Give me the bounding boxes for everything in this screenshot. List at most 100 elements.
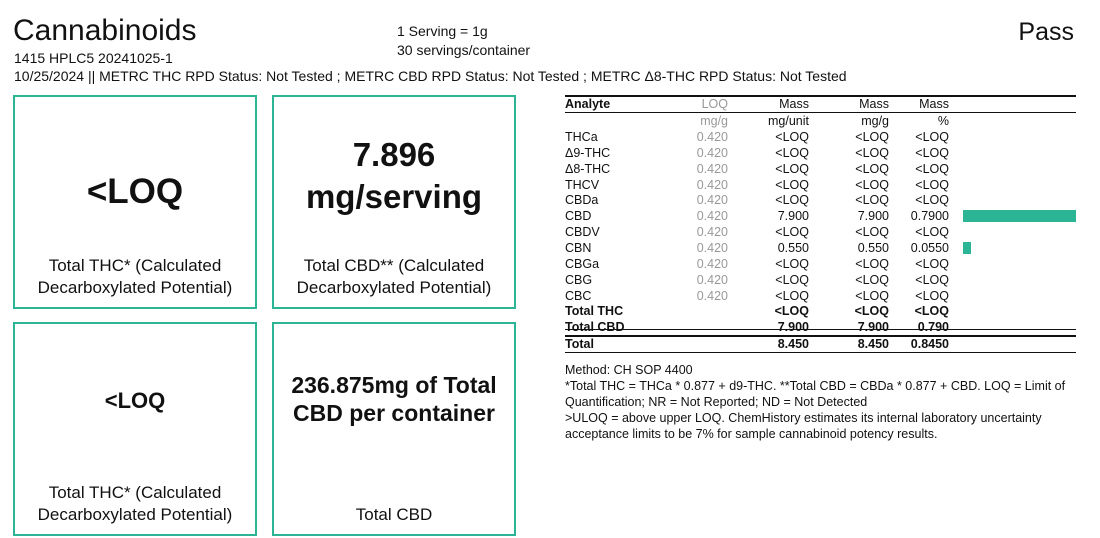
analyte-name: CBN <box>565 240 592 255</box>
analyte-mass-unit: <LOQ <box>775 193 809 208</box>
analyte-loq: 0.420 <box>696 288 728 303</box>
total-thc-card: <LOQ Total THC* (Calculated Decarboxylat… <box>13 95 257 309</box>
analyte-mass-pct: <LOQ <box>915 288 949 303</box>
analyte-loq: 0.420 <box>696 272 728 287</box>
total-row: Total CBD 7.900 7.900 0.790 <box>565 319 1076 335</box>
total-label: Total THC <box>565 304 624 319</box>
analyte-mass-unit: <LOQ <box>775 272 809 287</box>
grand-total-mass-unit: 8.450 <box>777 337 809 351</box>
analyte-loq: 0.420 <box>696 256 728 271</box>
analyte-mass-g: <LOQ <box>855 130 889 144</box>
table-row: CBDa 0.420 <LOQ <LOQ <LOQ <box>565 192 1076 208</box>
analyte-mass-g: <LOQ <box>855 193 889 208</box>
analyte-name: CBGa <box>565 256 600 271</box>
analyte-mass-unit: <LOQ <box>775 225 809 240</box>
analyte-mass-pct: <LOQ <box>915 256 949 271</box>
analyte-mass-pct: <LOQ <box>915 161 949 176</box>
analyte-mass-g: <LOQ <box>855 145 889 160</box>
table-row: THCa 0.420 <LOQ <LOQ <LOQ <box>565 129 1076 145</box>
analyte-mass-pct: <LOQ <box>915 225 949 240</box>
analyte-mass-g: <LOQ <box>855 161 889 176</box>
total-mass-g: <LOQ <box>854 304 889 319</box>
analyte-name: CBDV <box>565 225 600 240</box>
table-row: Δ8-THC 0.420 <LOQ <LOQ <LOQ <box>565 161 1076 177</box>
table-header-row: Analyte LOQ Mass Mass Mass <box>565 96 1076 112</box>
card-caption: Total THC* (Calculated Decarboxylated Po… <box>15 255 255 299</box>
table-row: CBN 0.420 0.550 0.550 0.0550 <box>565 240 1076 256</box>
batch-id: 1415 HPLC5 20241025-1 <box>14 50 173 66</box>
card-caption: Total CBD <box>274 504 514 526</box>
analyte-mass-g: <LOQ <box>855 225 889 240</box>
analyte-name: THCV <box>565 177 600 192</box>
analyte-name: CBDa <box>565 193 599 208</box>
analyte-mass-pct: <LOQ <box>915 177 949 192</box>
analyte-loq: 0.420 <box>696 177 728 192</box>
card-caption-line-2: Decarboxylated Potential) <box>37 278 233 297</box>
card-caption: Total THC* (Calculated Decarboxylated Po… <box>15 482 255 526</box>
formula-line-1: *Total THC = THCa * 0.877 + d9-THC. **To… <box>565 379 1066 393</box>
analyte-loq: 0.420 <box>696 161 728 176</box>
grand-total-mass-pct: 0.8450 <box>910 337 949 351</box>
grand-total-row: Total 8.450 8.450 0.8450 <box>565 336 1076 352</box>
analyte-mass-pct: <LOQ <box>915 130 949 144</box>
unit-mass-g: mg/g <box>861 114 889 128</box>
grand-total-label: Total <box>565 337 594 351</box>
analyte-mass-pct: <LOQ <box>915 272 949 287</box>
percent-bar <box>963 241 971 254</box>
analyte-loq: 0.420 <box>696 240 728 255</box>
table-row: THCV 0.420 <LOQ <LOQ <LOQ <box>565 177 1076 193</box>
analyte-mass-pct: <LOQ <box>915 145 949 160</box>
analyte-name: CBD <box>565 209 592 224</box>
table-row: CBGa 0.420 <LOQ <LOQ <LOQ <box>565 256 1076 272</box>
analyte-mass-unit: <LOQ <box>775 177 809 192</box>
header-mass-unit: Mass <box>779 97 809 111</box>
analyte-mass-g: <LOQ <box>855 177 889 192</box>
table-units-row: mg/g mg/unit mg/g % <box>565 113 1076 129</box>
total-row: Total THC <LOQ <LOQ <LOQ <box>565 303 1076 319</box>
analyte-mass-g: <LOQ <box>855 272 889 287</box>
analyte-mass-unit: 7.900 <box>777 209 809 224</box>
analyte-name: CBG <box>565 272 593 287</box>
analyte-mass-pct: <LOQ <box>915 193 949 208</box>
card-value: <LOQ <box>104 388 166 413</box>
analyte-name: Δ8-THC <box>565 161 611 176</box>
card-value-line-1: 236.875mg of Total <box>291 372 497 398</box>
table-row: CBG 0.420 <LOQ <LOQ <LOQ <box>565 272 1076 288</box>
status-line: 10/25/2024 || METRC THC RPD Status: Not … <box>14 68 847 84</box>
header-mass-pct: Mass <box>919 97 949 111</box>
header-analyte: Analyte <box>565 97 611 111</box>
analyte-loq: 0.420 <box>696 193 728 208</box>
total-mass-g: 7.900 <box>857 320 889 335</box>
header-mass-g: Mass <box>859 97 889 111</box>
analyte-mass-unit: <LOQ <box>775 256 809 271</box>
total-mass-pct: 0.790 <box>917 320 949 335</box>
analyte-mass-unit: <LOQ <box>775 130 809 144</box>
card-value: <LOQ <box>86 172 184 211</box>
analyte-name: Δ9-THC <box>565 145 611 160</box>
page-title: Cannabinoids <box>13 14 197 47</box>
method-notes: Method: CH SOP 4400 *Total THC = THCa * … <box>565 362 1085 442</box>
analyte-mass-unit: 0.550 <box>777 240 809 255</box>
card-value: 236.875mg of Total CBD per container <box>274 371 514 427</box>
card-caption-line-1: Total CBD <box>355 505 433 524</box>
total-mass-unit: 7.900 <box>777 320 809 335</box>
table-top-rule <box>565 95 1076 97</box>
analyte-loq: 0.420 <box>696 145 728 160</box>
total-cbd-per-container-card: 236.875mg of Total CBD per container Tot… <box>272 322 516 536</box>
card-value: 7.896 mg/serving <box>274 134 514 218</box>
analyte-loq: 0.420 <box>696 130 728 144</box>
card-caption: Total CBD** (Calculated Decarboxylated P… <box>274 255 514 299</box>
total-mass-unit: <LOQ <box>774 304 809 319</box>
card-caption-line-1: Total THC* (Calculated <box>48 483 222 502</box>
card-caption-line-2: Decarboxylated Potential) <box>37 505 233 524</box>
card-value-line-2: mg/serving <box>305 178 483 215</box>
servings-per-container: 30 servings/container <box>397 42 531 58</box>
uloq-line-1: >ULOQ = above upper LOQ. ChemHistory est… <box>565 411 1042 425</box>
total-cbd-per-serving-card: 7.896 mg/serving Total CBD** (Calculated… <box>272 95 516 309</box>
analyte-mass-pct: 0.0550 <box>910 240 949 255</box>
serving-size: 1 Serving = 1g <box>397 23 488 39</box>
card-value-line-1: 7.896 <box>352 136 436 173</box>
analyte-loq: 0.420 <box>696 209 728 224</box>
table-row: Δ9-THC 0.420 <LOQ <LOQ <LOQ <box>565 145 1076 161</box>
uloq-line-2: acceptance limits to be 7% for sample ca… <box>565 427 938 441</box>
